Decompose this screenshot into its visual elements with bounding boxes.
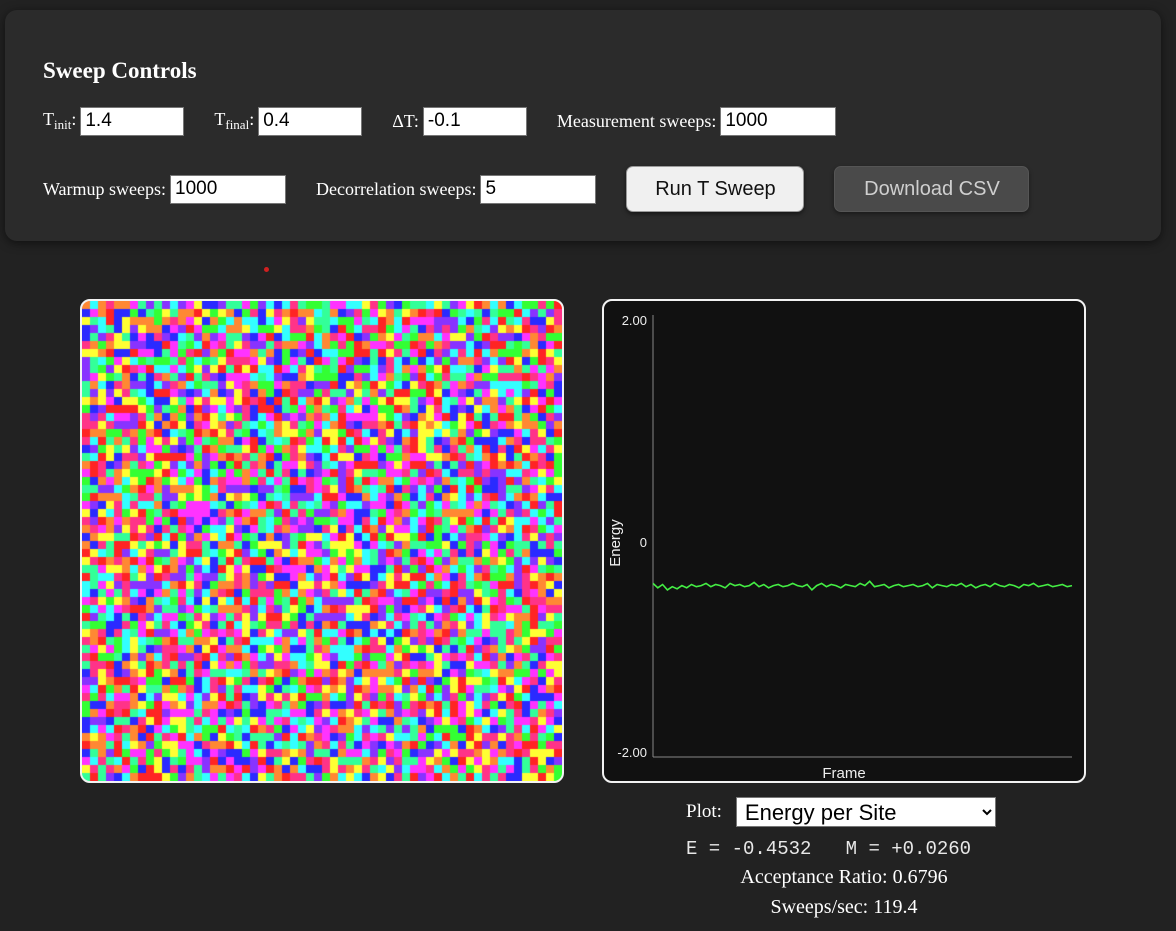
sweeps-per-second: Sweeps/sec: 119.4 — [770, 896, 918, 918]
t-final-field: Tfinal: — [214, 106, 363, 136]
y-axis-label: Energy — [607, 519, 624, 567]
status-dot — [264, 267, 269, 272]
run-t-sweep-button[interactable]: Run T Sweep — [626, 166, 805, 212]
spin-lattice-view — [80, 299, 564, 783]
decorrelation-sweeps-input[interactable] — [480, 174, 597, 204]
decorrelation-sweeps-label: Decorrelation sweeps: — [316, 178, 477, 199]
y-tick-label: 0 — [640, 535, 647, 550]
y-tick-label: -2.00 — [617, 745, 647, 760]
t-final-input[interactable] — [258, 106, 363, 136]
delta-t-label: ΔT: — [392, 110, 419, 131]
spin-lattice-canvas — [82, 301, 562, 781]
t-init-label: Tinit: — [43, 109, 77, 132]
warmup-sweeps-input[interactable] — [170, 174, 287, 204]
warmup-sweeps-label: Warmup sweeps: — [43, 178, 167, 199]
y-tick-label: 2.00 — [622, 313, 647, 328]
energy-plot: 2.00 0 -2.00 Frame Energy — [602, 299, 1086, 783]
controls-row-1: Tinit: Tfinal: ΔT: Measurement sweeps: — [43, 106, 837, 136]
t-init-field: Tinit: — [43, 106, 185, 136]
warmup-sweeps-field: Warmup sweeps: — [43, 174, 287, 204]
plot-type-select[interactable]: Energy per Site — [735, 797, 996, 827]
delta-t-input[interactable] — [422, 106, 527, 136]
energy-magnetization-readout: E = -0.4532 M = +0.0260 — [686, 838, 971, 860]
delta-t-field: ΔT: — [392, 106, 527, 136]
plot-select-label: Plot: — [686, 801, 722, 822]
acceptance-ratio: Acceptance Ratio: 0.6796 — [740, 866, 948, 888]
magnetization-readout: M = +0.0260 — [845, 838, 972, 860]
energy-plot-svg: 2.00 0 -2.00 Frame Energy — [607, 313, 1073, 781]
energy-readout: E = -0.4532 — [686, 838, 812, 860]
controls-row-2: Warmup sweeps: Decorrelation sweeps: Run… — [43, 165, 1030, 213]
decorrelation-sweeps-field: Decorrelation sweeps: — [316, 174, 597, 204]
t-init-input[interactable] — [80, 106, 185, 136]
plot-select-row: Plot: Energy per Site — [686, 797, 996, 827]
measurement-sweeps-label: Measurement sweeps: — [556, 110, 717, 131]
t-final-label: Tfinal: — [214, 109, 255, 132]
measurement-sweeps-input[interactable] — [720, 106, 837, 136]
panel-title: Sweep Controls — [43, 58, 197, 83]
measurement-sweeps-field: Measurement sweeps: — [556, 106, 837, 136]
download-csv-button[interactable]: Download CSV — [834, 166, 1030, 212]
x-axis-label: Frame — [822, 765, 865, 781]
energy-series-line — [652, 580, 1073, 592]
